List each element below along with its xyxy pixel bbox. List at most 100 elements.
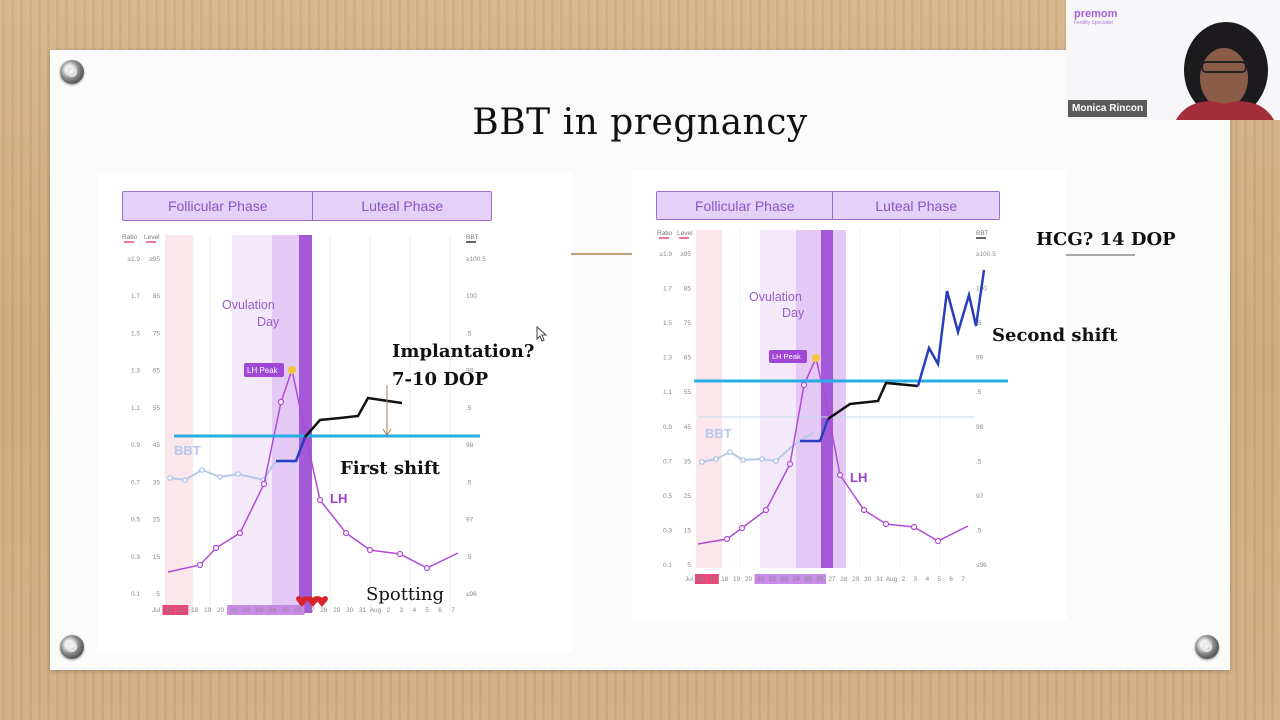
x-axis-label: 6	[438, 607, 442, 614]
tick-label: 98	[976, 424, 984, 431]
x-axis-label: 18	[721, 576, 729, 583]
lh-series-label: LH	[330, 491, 347, 506]
tick-label: 35	[153, 479, 161, 486]
tick-label: 1.5	[131, 330, 140, 337]
implantation-arrow-head	[382, 428, 392, 436]
x-axis-label: 5	[937, 576, 941, 583]
pushpin-icon	[60, 635, 84, 659]
lh-curve	[167, 367, 459, 573]
tick-label: 98	[466, 442, 474, 449]
tick-label: .5	[976, 320, 982, 327]
x-axis-label: 22	[769, 576, 777, 583]
tick-label: 5	[156, 591, 160, 598]
second-shift-annotation: Second shift	[992, 325, 1118, 346]
x-axis-label: 29	[852, 576, 860, 583]
tick-label: ≤96	[466, 591, 477, 598]
lh-points	[196, 366, 431, 572]
tick-label: 0.7	[663, 458, 672, 465]
ratio-ticks: ≥1.9 1.7 1.5 1.3 1.1 0.9 0.7 0.5 0.3 0.1	[127, 256, 140, 598]
x-axis-label: 30	[346, 607, 354, 614]
x-axis-label: 16	[697, 576, 705, 583]
ovulation-day-band	[821, 230, 833, 568]
tick-label: 25	[684, 493, 692, 500]
tick-label: .5	[466, 405, 472, 412]
period-band	[696, 230, 722, 568]
slide: BBT in pregnancy Follicular Phase Luteal…	[50, 50, 1230, 670]
x-label-highlight	[252, 605, 266, 615]
x-label-highlight	[291, 605, 305, 615]
x-axis-labels: Jul 16 17 18 19 20 21 22 23 24 25 26 27 28 29 30 31 Aug 2 3…	[685, 574, 965, 584]
tick-label: 0.5	[663, 493, 672, 500]
x-label-highlight	[814, 574, 826, 584]
x-axis-label: Aug	[886, 576, 898, 583]
premom-logo-subtitle: Fertility Specialist	[1074, 20, 1113, 26]
pushpin-icon	[60, 60, 84, 84]
tick-label: 75	[153, 330, 161, 337]
x-label-highlight	[239, 605, 253, 615]
x-axis-label: 25	[805, 576, 813, 583]
tick-label: 0.9	[131, 442, 140, 449]
tick-label: 5	[687, 562, 691, 569]
tick-label: .5	[466, 554, 472, 561]
x-axis-label: 19	[733, 576, 741, 583]
x-axis-label: 21	[230, 607, 238, 614]
x-axis-label: 7	[451, 607, 455, 614]
luteal-phase-label: Luteal Phase	[312, 192, 491, 220]
lh-series-label: LH	[850, 470, 867, 485]
tick-label: 0.3	[663, 527, 672, 534]
tick-label: 99	[466, 368, 474, 375]
bbt-axis-label: BBT	[976, 230, 989, 237]
x-axis-label: 27	[307, 607, 315, 614]
tick-label: ≥95	[149, 256, 160, 263]
tick-label: .5	[976, 527, 982, 534]
x-label-highlight	[766, 574, 779, 584]
lh-peak-badge	[769, 350, 807, 363]
right-chart: Ratio Level BBT ≥1.9 1.7 1.5 1.3 1.1 0.9 0.7 0.…	[657, 230, 1135, 584]
tick-label: 35	[684, 458, 692, 465]
x-axis-label: Jul	[152, 607, 161, 614]
tick-label: 55	[153, 405, 161, 412]
x-axis-label: 31	[876, 576, 884, 583]
tick-label: 75	[684, 320, 692, 327]
x-axis-label: 22	[243, 607, 251, 614]
tick-label: 99	[976, 355, 984, 362]
tick-label: 85	[684, 286, 692, 293]
vertical-gridlines	[209, 235, 451, 613]
left-chart: Ratio Level BBT ≥1.9 1.7 1.5 1.3 1.1 0.9 0.7 0.…	[122, 234, 486, 615]
ovulation-day-label: Ovulation	[749, 290, 802, 304]
x-axis-label: 4	[412, 607, 416, 614]
presenter-video	[1176, 22, 1274, 120]
x-axis-label: 5	[425, 607, 429, 614]
first-shift-black-line	[304, 396, 403, 438]
x-axis-label: 28	[320, 607, 328, 614]
lh-peak-label: LH Peak	[772, 352, 801, 361]
spotting-annotation: Spotting	[366, 584, 445, 605]
tick-label: 65	[153, 368, 161, 375]
tick-label: 1.7	[131, 293, 140, 300]
tick-label: 0.5	[131, 517, 140, 524]
x-label-highlight	[706, 574, 719, 584]
level-ticks: ≥95 85 75 65 55 45 35 25 15 5	[149, 256, 160, 598]
second-shift-blue-line	[916, 269, 986, 387]
connector-line	[571, 253, 634, 255]
tick-label: 1.1	[131, 405, 140, 412]
x-axis-label: 3	[400, 607, 404, 614]
ovulation-day-band	[299, 235, 312, 613]
ovulation-day-label-2: Day	[257, 315, 280, 329]
follicular-phase-label: Follicular Phase	[167, 198, 268, 214]
lh-peak-label: LH Peak	[247, 366, 279, 375]
lh-curve	[697, 355, 969, 545]
x-axis-label: 26	[816, 576, 824, 583]
pushpin-icon	[1195, 635, 1219, 659]
tick-label: 1.3	[131, 368, 140, 375]
tick-label: 0.7	[131, 479, 140, 486]
x-axis-label: 27	[828, 576, 836, 583]
tick-label: .5	[976, 458, 982, 465]
bbt-points	[167, 467, 267, 483]
tick-label: 0.1	[663, 562, 672, 569]
x-axis-label: 16	[165, 607, 173, 614]
bbt-ticks: ≥100.5 100 .5 99 .5 98 .5 97 .5 ≤96	[466, 256, 486, 598]
spotting-hearts-icon	[296, 596, 328, 607]
lh-peak-star-icon	[288, 366, 296, 374]
x-axis-label: 21	[757, 576, 765, 583]
